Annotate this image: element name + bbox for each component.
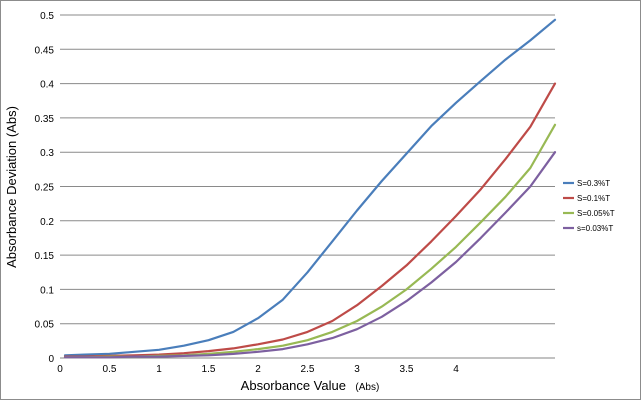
series-lines [63,18,557,359]
y-tick-label: 0.2 [40,217,54,228]
x-tick-label: 1 [156,364,162,375]
y-tick-label: 0.45 [35,45,55,56]
series-line [63,151,557,359]
legend-label: S=0.3%T [577,179,610,188]
x-axis-title: Absorbance Value (Abs) [241,377,380,394]
x-tick-label: 4 [453,364,459,375]
series-line [63,123,557,359]
x-tick-label: 0.5 [103,364,117,375]
x-tick-label: 1.5 [202,364,216,375]
legend-label: s=0.03%T [577,224,613,233]
y-tick-label: 0.15 [35,251,55,262]
legend: S=0.3%T S=0.1%T S=0.05%T s=0.03%T [563,179,615,233]
y-tick-label: 0.25 [35,183,55,194]
y-tick-label: 0.4 [40,80,54,91]
x-tick-label: 3.5 [400,364,414,375]
tick-labels: 0 0.05 0.1 0.15 0.2 0.25 0.3 0.35 0.4 0.45 0.5 0 0.5… [35,11,460,375]
legend-label: S=0.05%T [577,209,615,218]
y-tick-label: 0.5 [40,11,54,22]
x-axis-title-unit: (Abs) [355,382,379,393]
x-axis-title-main: Absorbance Value [241,378,346,393]
y-tick-label: 0.1 [40,285,54,296]
y-tick-label: 0.35 [35,114,55,125]
y-axis-title: Absorbance Deviation (Abs) [4,106,19,268]
x-tick-label: 0 [57,364,63,375]
y-tick-label: 0.05 [35,320,55,331]
y-tick-label: 0 [48,354,54,365]
legend-label: S=0.1%T [577,194,610,203]
x-tick-label: 3 [354,364,360,375]
series-line [63,18,557,357]
y-tick-label: 0.3 [40,148,54,159]
series-line [63,82,557,358]
gridlines [60,14,555,359]
x-tick-label: 2.5 [301,364,315,375]
x-tick-label: 2 [255,364,261,375]
